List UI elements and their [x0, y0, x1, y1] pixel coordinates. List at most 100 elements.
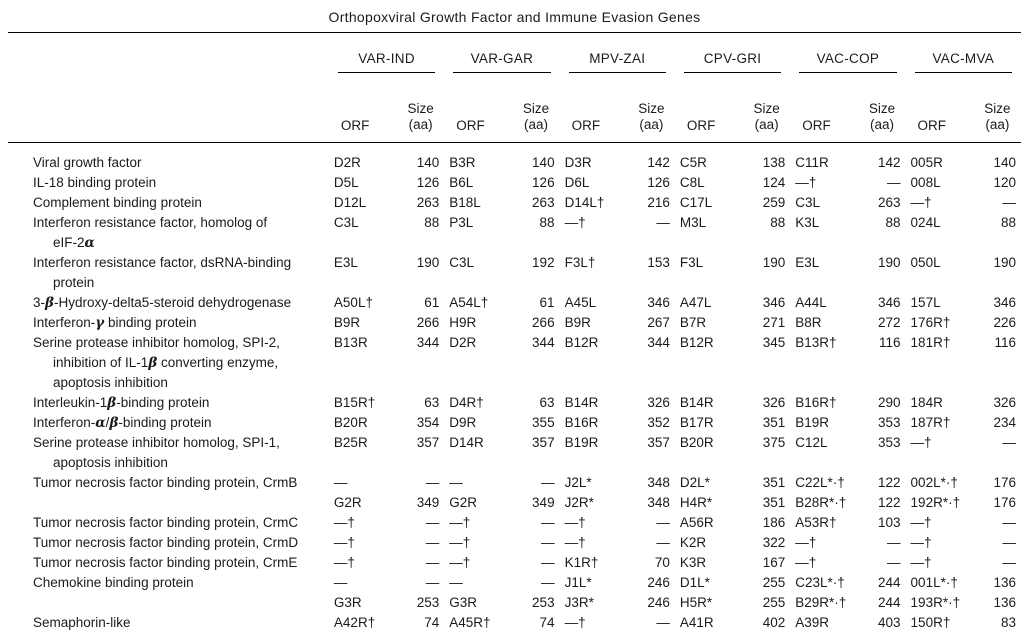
table-row: Serine protease inhibitor homolog, SPI-2…: [8, 333, 1021, 353]
size-cell: 326: [762, 395, 786, 410]
orf-cell: C3L: [449, 255, 475, 270]
table-row: inhibition of IL-1β converting enzyme,: [8, 353, 1021, 373]
gene-label: [8, 593, 329, 613]
size-cell: [974, 233, 1021, 253]
table-row: Complement binding protein D12L 263 B18L…: [8, 193, 1021, 213]
gene-label: Interferon-γ binding protein: [33, 315, 197, 331]
size-cell: —: [1002, 535, 1017, 550]
orf-cell: K2R: [679, 535, 707, 550]
orf-cell: J3R*: [564, 595, 594, 610]
size-cell: 344: [532, 335, 555, 350]
gene-label: Complement binding protein: [33, 195, 202, 210]
orf-cell: B13R: [333, 335, 368, 350]
orf-cell: J1L*: [564, 575, 592, 590]
orf-cell: D14R: [449, 435, 484, 450]
orf-cell: B18L: [449, 195, 481, 210]
orf-cell: D2R: [333, 155, 361, 170]
size-cell: —: [1002, 555, 1017, 570]
size-cell: [858, 373, 905, 393]
size-cell: [512, 453, 559, 473]
size-cell: 375: [762, 435, 786, 450]
size-cell: [512, 353, 559, 373]
size-cell: 88: [424, 215, 440, 230]
orf-cell: 150R†: [910, 615, 951, 630]
orf-cell: B14R: [564, 395, 599, 410]
orf-cell: 002L*·†: [910, 475, 958, 490]
size-cell: 142: [647, 155, 670, 170]
virus-header-var-gar: VAR-GAR: [444, 33, 559, 73]
gene-label: Tumor necrosis factor binding protein, C…: [33, 475, 298, 490]
size-cell: [628, 373, 675, 393]
orf-cell: 157L: [910, 295, 941, 310]
size-cell: [628, 353, 675, 373]
size-cell: 83: [1000, 615, 1016, 630]
size-cell: —: [656, 535, 670, 550]
virus-name: VAR-GAR: [453, 51, 551, 73]
orf-cell: —†: [795, 535, 817, 550]
table-row: G3R 253 G3R 253 J3R* 246 H5R* 255 B29R*·…: [8, 593, 1021, 613]
orf-cell: 192R*·†: [910, 495, 961, 510]
orf-cell: B8R: [795, 315, 822, 330]
orf-cell: —: [333, 475, 348, 490]
size-cell: 124: [762, 175, 786, 190]
size-cell: 346: [762, 295, 786, 310]
size-cell: 61: [539, 295, 555, 310]
orf-cell: [560, 353, 628, 373]
virus-header-vac-cop: VAC-COP: [790, 33, 905, 73]
gene-label: Tumor necrosis factor binding protein, C…: [33, 515, 299, 530]
virus-header-var-ind: VAR-IND: [329, 33, 444, 73]
orf-cell: —†: [449, 515, 471, 530]
size-column-header: Size (aa): [397, 73, 445, 143]
orf-column-header: ORF: [444, 73, 513, 143]
size-cell: 290: [878, 395, 901, 410]
size-cell: —: [887, 535, 901, 550]
size-cell: 88: [885, 215, 901, 230]
orf-cell: —: [449, 475, 463, 490]
size-cell: —: [425, 475, 440, 490]
size-cell: [858, 453, 905, 473]
size-cell: [512, 273, 559, 293]
orf-column-header: ORF: [328, 73, 398, 143]
orf-cell: B12R: [679, 335, 714, 350]
orf-cell: —†: [449, 555, 471, 570]
virus-header-vac-mva: VAC-MVA: [906, 33, 1021, 73]
orf-cell: [906, 353, 974, 373]
orf-cell: F3L: [679, 255, 704, 270]
orf-cell: A41R: [679, 615, 714, 630]
orf-column-header: ORF: [674, 73, 744, 143]
size-cell: 253: [416, 595, 440, 610]
orf-cell: [675, 233, 743, 253]
orf-cell: 184R: [910, 395, 943, 410]
size-cell: 88: [1000, 215, 1016, 230]
virus-header-mpv-zai: MPV-ZAI: [560, 33, 675, 73]
size-cell: 226: [993, 315, 1016, 330]
size-cell: 70: [654, 555, 670, 570]
orf-cell: G2R: [333, 495, 362, 510]
orf-column-header: ORF: [790, 73, 859, 143]
orf-cell: —†: [910, 535, 932, 550]
orf-cell: F3L†: [564, 255, 596, 270]
orf-cell: K3L: [795, 215, 820, 230]
size-cell: [974, 273, 1021, 293]
size-cell: [397, 353, 444, 373]
orf-cell: C12L: [795, 435, 828, 450]
orf-cell: —†: [564, 535, 586, 550]
size-column-header: Size (aa): [627, 73, 675, 143]
orf-column-header: ORF: [559, 73, 628, 143]
table-row: Tumor necrosis factor binding protein, C…: [8, 553, 1021, 573]
size-cell: 266: [416, 315, 440, 330]
size-cell: —: [541, 575, 555, 590]
size-cell: 63: [424, 395, 440, 410]
gene-label: Serine protease inhibitor homolog, SPI-1…: [33, 435, 280, 450]
orf-cell: E3L: [795, 255, 820, 270]
size-cell: 116: [994, 335, 1016, 350]
size-cell: 74: [539, 615, 555, 630]
header-spacer-cell: [8, 32, 329, 143]
orf-cell: D12L: [333, 195, 367, 210]
size-cell: 403: [878, 615, 901, 630]
orf-cell: [790, 373, 858, 393]
size-cell: 122: [878, 495, 901, 510]
orf-cell: —: [449, 575, 463, 590]
gene-label: inhibition of IL-1β converting enzyme,: [53, 355, 279, 371]
orf-cell: [329, 453, 397, 473]
